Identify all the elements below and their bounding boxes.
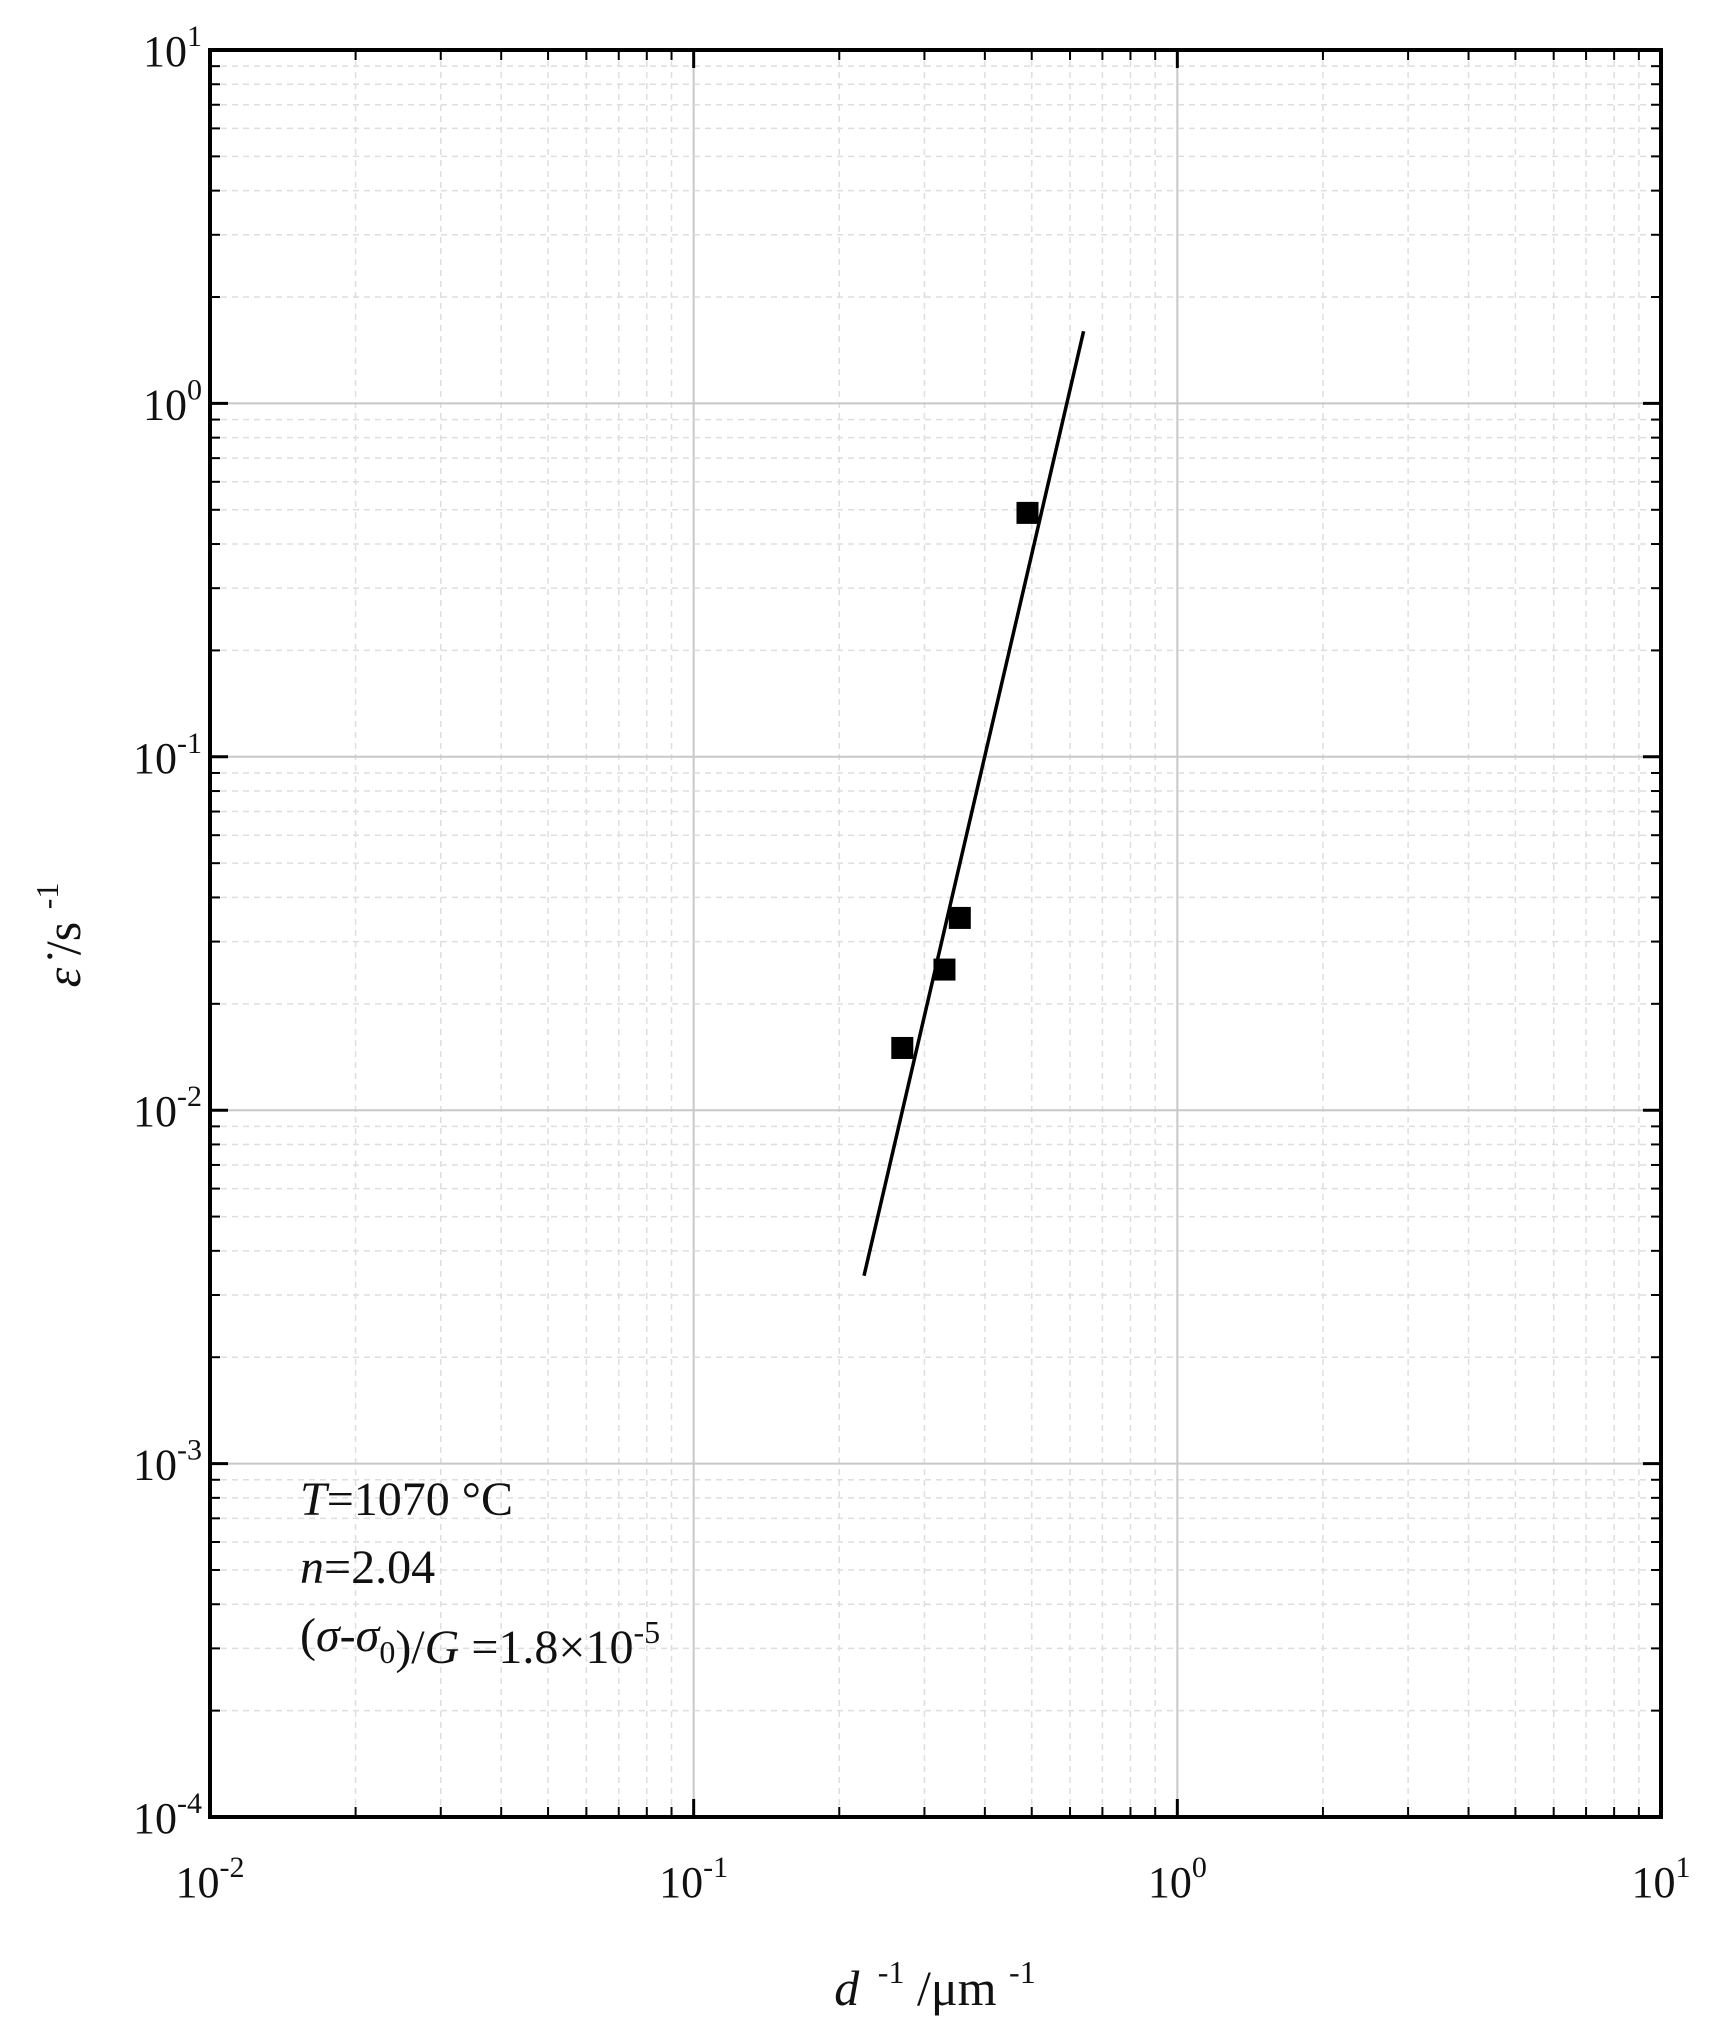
y-tick-label: 10-2: [133, 1080, 202, 1136]
x-tick-base: 10: [1632, 1858, 1676, 1907]
x-tick-label: 100: [1148, 1851, 1207, 1907]
x-axis-unit: /μm: [917, 1960, 997, 2016]
y-tick-base: 10: [133, 1441, 177, 1490]
y-tick-label: 10-3: [133, 1434, 202, 1490]
y-tick-label: 101: [143, 20, 202, 76]
y-tick-base: 10: [143, 380, 187, 429]
x-axis-var: d: [834, 1960, 860, 2016]
y-tick-base: 10: [133, 734, 177, 783]
x-tick-base: 10: [1148, 1858, 1192, 1907]
x-tick-labels: 10-2 10-1 100 101: [176, 1851, 1691, 1907]
x-tick-exp: -2: [220, 1851, 245, 1884]
y-tick-base: 10: [133, 1087, 177, 1136]
fit-line: [862, 330, 1086, 1277]
annotations: T=1070 °Cn=2.04(σ-σ0)/G =1.8×10-5: [300, 1473, 660, 1674]
annotation-part: -5: [633, 1614, 660, 1650]
annotation-part: n: [300, 1541, 324, 1594]
axis-ticks: [208, 48, 1663, 1819]
annotation-part: 0: [379, 1634, 395, 1670]
grid: [210, 50, 1661, 1817]
data-points: [891, 501, 1039, 1059]
y-tick-base: 10: [133, 1794, 177, 1843]
x-tick-label: 101: [1632, 1851, 1691, 1907]
x-tick-exp: -1: [703, 1851, 728, 1884]
y-tick-exp: -4: [177, 1787, 202, 1820]
plot-frame: [208, 48, 1663, 1819]
annotation-part: σ: [316, 1609, 342, 1662]
x-tick-base: 10: [659, 1858, 703, 1907]
y-tick-exp: -2: [177, 1080, 202, 1113]
data-point: [891, 1036, 914, 1059]
annotation-part: T: [300, 1473, 330, 1526]
x-tick-exp: 0: [1192, 1851, 1207, 1884]
x-axis-title: d -1 /μm -1: [834, 1938, 1035, 2016]
annotation-part: (: [300, 1609, 316, 1662]
annotation-part: =2.04: [324, 1541, 435, 1594]
y-tick-base: 10: [143, 27, 187, 76]
y-tick-exp: -1: [177, 727, 202, 760]
data-point: [1016, 501, 1039, 524]
fit-lines: [862, 330, 1086, 1277]
x-tick-label: 10-2: [176, 1851, 245, 1907]
annotation-line: (σ-σ0)/G =1.8×10-5: [300, 1609, 660, 1674]
x-axis-exp1: -1: [878, 1954, 905, 1990]
y-tick-exp: 0: [187, 373, 202, 406]
x-tick-label: 10-1: [659, 1851, 728, 1907]
annotation-part: σ: [356, 1609, 382, 1662]
y-axis-var: ε̇: [35, 953, 91, 988]
annotation-part: -: [340, 1609, 356, 1662]
y-tick-label: 10-1: [133, 727, 202, 783]
y-axis-title: ε̇ /s -1: [29, 883, 91, 988]
data-point: [948, 906, 971, 929]
data-point: [933, 958, 956, 981]
x-tick-exp: 1: [1676, 1851, 1691, 1884]
annotation-part: =1.8×10: [459, 1621, 633, 1674]
y-tick-exp: 1: [187, 20, 202, 53]
annotation-part: =1070 °C: [327, 1473, 513, 1526]
annotation-part: )/: [395, 1621, 425, 1674]
y-tick-exp: -3: [177, 1434, 202, 1467]
y-tick-label: 10-4: [133, 1787, 202, 1843]
annotation-line: n=2.04: [300, 1541, 435, 1594]
x-axis-exp2: -1: [1009, 1954, 1036, 1990]
annotation-line: T=1070 °C: [300, 1473, 513, 1526]
y-axis-exp: -1: [29, 883, 65, 910]
annotation-part: G: [425, 1621, 460, 1674]
x-tick-base: 10: [176, 1858, 220, 1907]
y-tick-label: 100: [143, 373, 202, 429]
y-axis-unit: /s: [35, 922, 91, 955]
